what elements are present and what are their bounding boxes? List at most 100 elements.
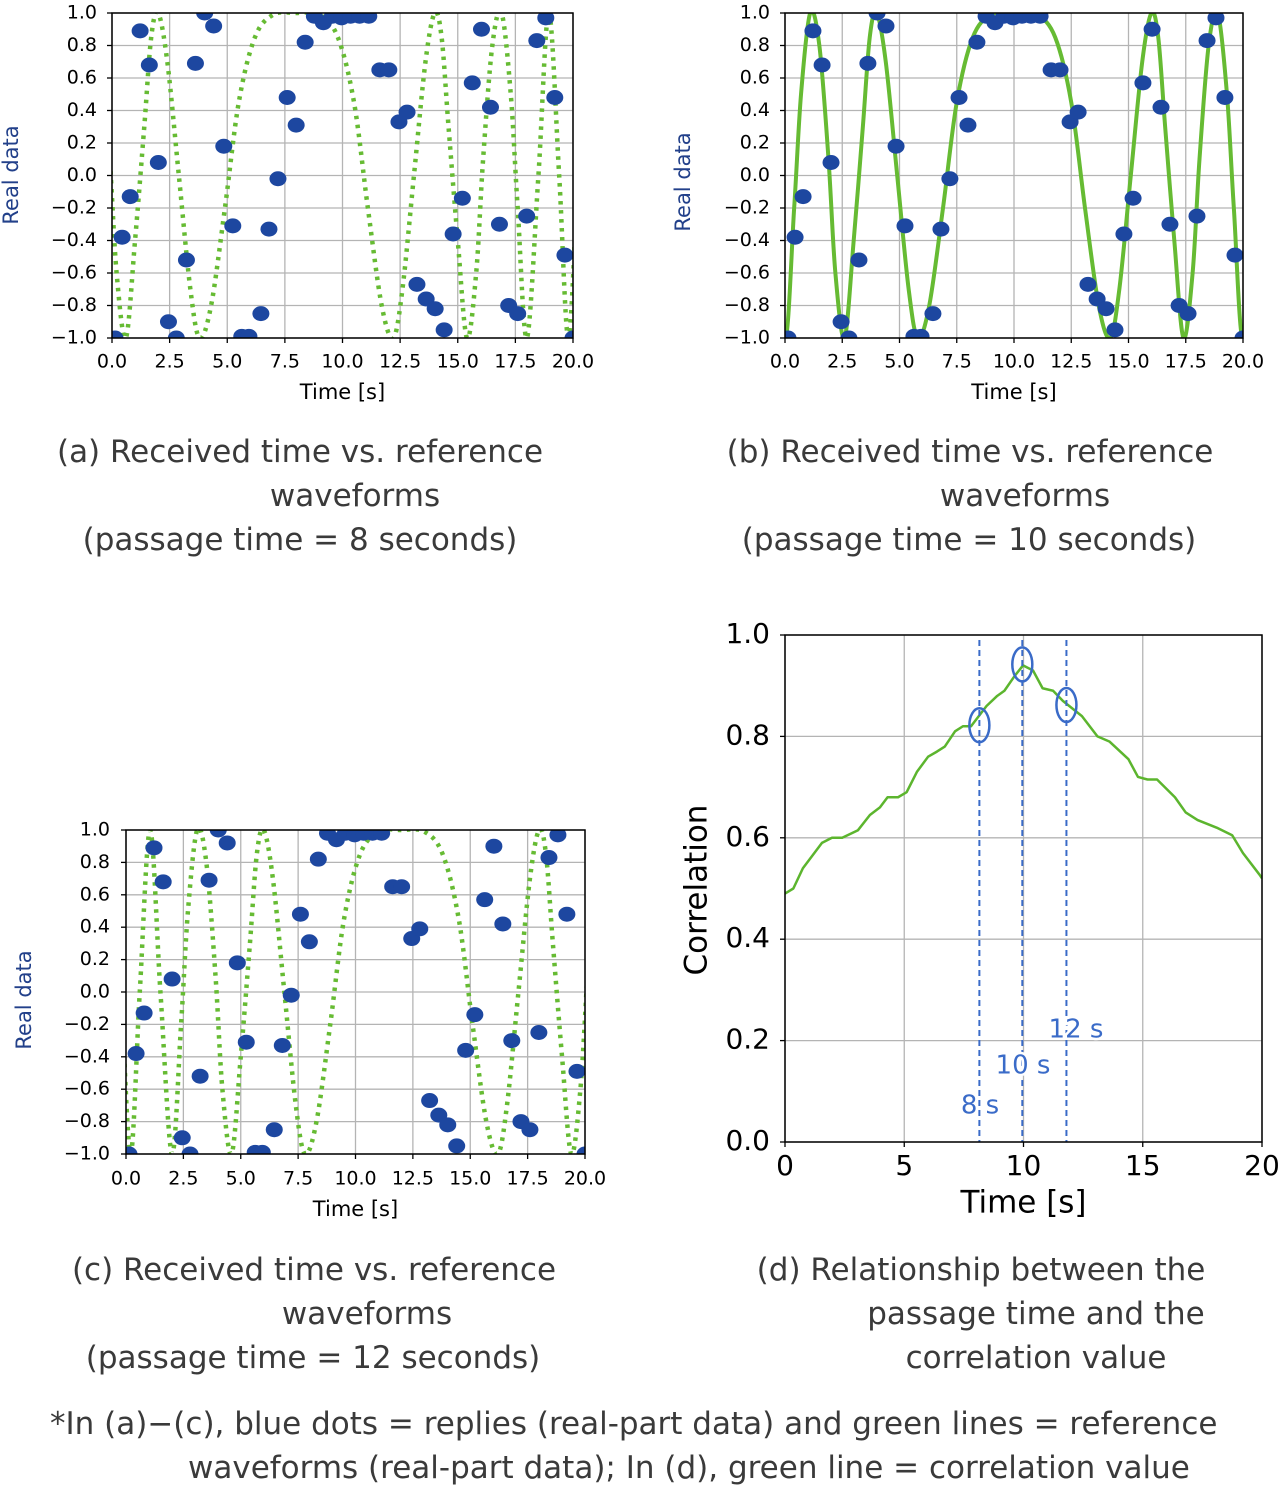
reply-dot [252,306,270,322]
reply-dot [1226,247,1243,263]
x-tick-label: 0 [776,1149,794,1182]
x-tick-label: 12.5 [1050,351,1092,373]
y-tick-label: 1.0 [80,819,110,841]
reply-dot [287,117,305,133]
reply-dot [466,1007,484,1023]
reply-dot [453,190,471,206]
reference-waveform-line [112,13,573,338]
reply-dot [494,916,512,932]
reply-dot [127,1046,145,1062]
caption-c-line-1: (c) Received time vs. reference [71,1252,557,1288]
x-tick-label: 15.0 [437,351,479,373]
reply-dot [540,850,558,866]
x-tick-label: 15.0 [449,1168,491,1190]
x-tick-label: 20.0 [564,1168,606,1190]
reference-waveform-line [126,830,585,1154]
panel-b: 0.0 2.5 5.0 7.5 10.0 12.5 15.0 17.5 20.0 1.0 0.8 0.… [671,2,1264,405]
reply-dot [564,330,573,338]
x-tick-label: 2.5 [168,1168,198,1190]
reply-dot [149,155,167,170]
reply-dot [509,306,527,322]
reply-dot [490,216,508,232]
reply-dot [822,155,840,170]
reply-dot [154,874,172,890]
y-tick-label: 0.8 [67,34,97,56]
highlight-ellipse [1011,646,1034,683]
plot-area [785,13,1243,338]
x-tick-label: 12.5 [392,1168,434,1190]
reply-dot [126,1146,138,1154]
y-tick-label: 0.8 [725,718,770,751]
y-tick-label: 0.4 [740,99,770,121]
highlight-ellipse [1055,686,1078,724]
y-tick-label: 1.0 [67,2,97,24]
reply-dot [463,75,481,91]
x-tick-label: 5.0 [212,351,242,373]
y-tick-label: 0.0 [67,164,97,186]
reply-dot [380,62,398,78]
reply-dot [278,90,296,105]
plot-area: 8 s 10 s 12 s [785,640,1262,1142]
caption-d-line-2: passage time and the [867,1296,1205,1332]
y-tick-label: 1.0 [725,617,770,650]
reply-dot [1143,21,1161,37]
reply-dot [1106,322,1124,338]
footnote-line-2: waveforms (real-part data); In (d), gree… [188,1450,1190,1486]
reply-dot [840,330,858,338]
y-tick-label: −0.8 [64,1110,110,1132]
reply-dot [265,1122,283,1138]
caption-b-line-2: waveforms [939,478,1111,514]
x-tick-label: 10.0 [321,351,363,373]
reply-dot [959,117,977,133]
y-axis-label: Real data [12,950,36,1049]
marker-label: 10 s [996,1051,1051,1081]
reply-dot [448,1138,466,1154]
reply-dot [521,1122,539,1138]
reply-dot [300,934,318,950]
y-axis-label: Real data [0,125,23,224]
reply-dot [877,18,895,34]
x-tick-label: 12.5 [379,351,421,373]
x-tick-label: 17.5 [1165,351,1207,373]
reply-dot [804,23,822,39]
x-axis-label: Time [s] [299,380,385,404]
y-tick-label: 1.0 [740,2,770,24]
reply-dot [360,13,378,24]
reply-dot [950,90,968,105]
y-tick-label: −0.6 [64,1078,110,1100]
caption-a-line-2: waveforms [269,478,441,514]
x-tick-label: 15.0 [1107,351,1149,373]
reply-dot [209,830,227,838]
reply-dot [167,330,185,338]
x-tick-label: 2.5 [155,351,185,373]
x-tick-label: 0.0 [770,351,800,373]
y-tick-label: 0.4 [80,916,110,938]
reply-dot [503,1033,521,1049]
y-tick-label: 0.8 [80,851,110,873]
reply-dot [1051,62,1069,78]
reply-dot [186,55,204,71]
reply-dot [145,840,163,856]
y-tick-label: −0.4 [64,1045,110,1067]
reply-dot [887,138,905,154]
reply-dot [912,328,930,338]
y-tick-label: −0.2 [724,197,770,219]
reference-waveform-line [785,13,1243,338]
reply-dot [159,314,177,330]
reply-dot [215,138,233,154]
x-tick-label: 17.5 [506,1168,548,1190]
reply-dot [121,189,139,205]
reply-dot [813,57,831,73]
x-tick-label: 0.0 [111,1168,141,1190]
x-tick-label: 2.5 [827,351,857,373]
x-tick-label: 7.5 [270,351,300,373]
x-axis-label: Time [s] [312,1197,398,1221]
reply-dot [260,221,278,237]
reply-dot [576,1146,585,1154]
x-tick-label: 20.0 [552,351,594,373]
y-tick-label: 0.0 [740,164,770,186]
reply-dot [224,218,242,234]
reply-dot [530,1025,548,1040]
reply-dot [1179,306,1197,322]
